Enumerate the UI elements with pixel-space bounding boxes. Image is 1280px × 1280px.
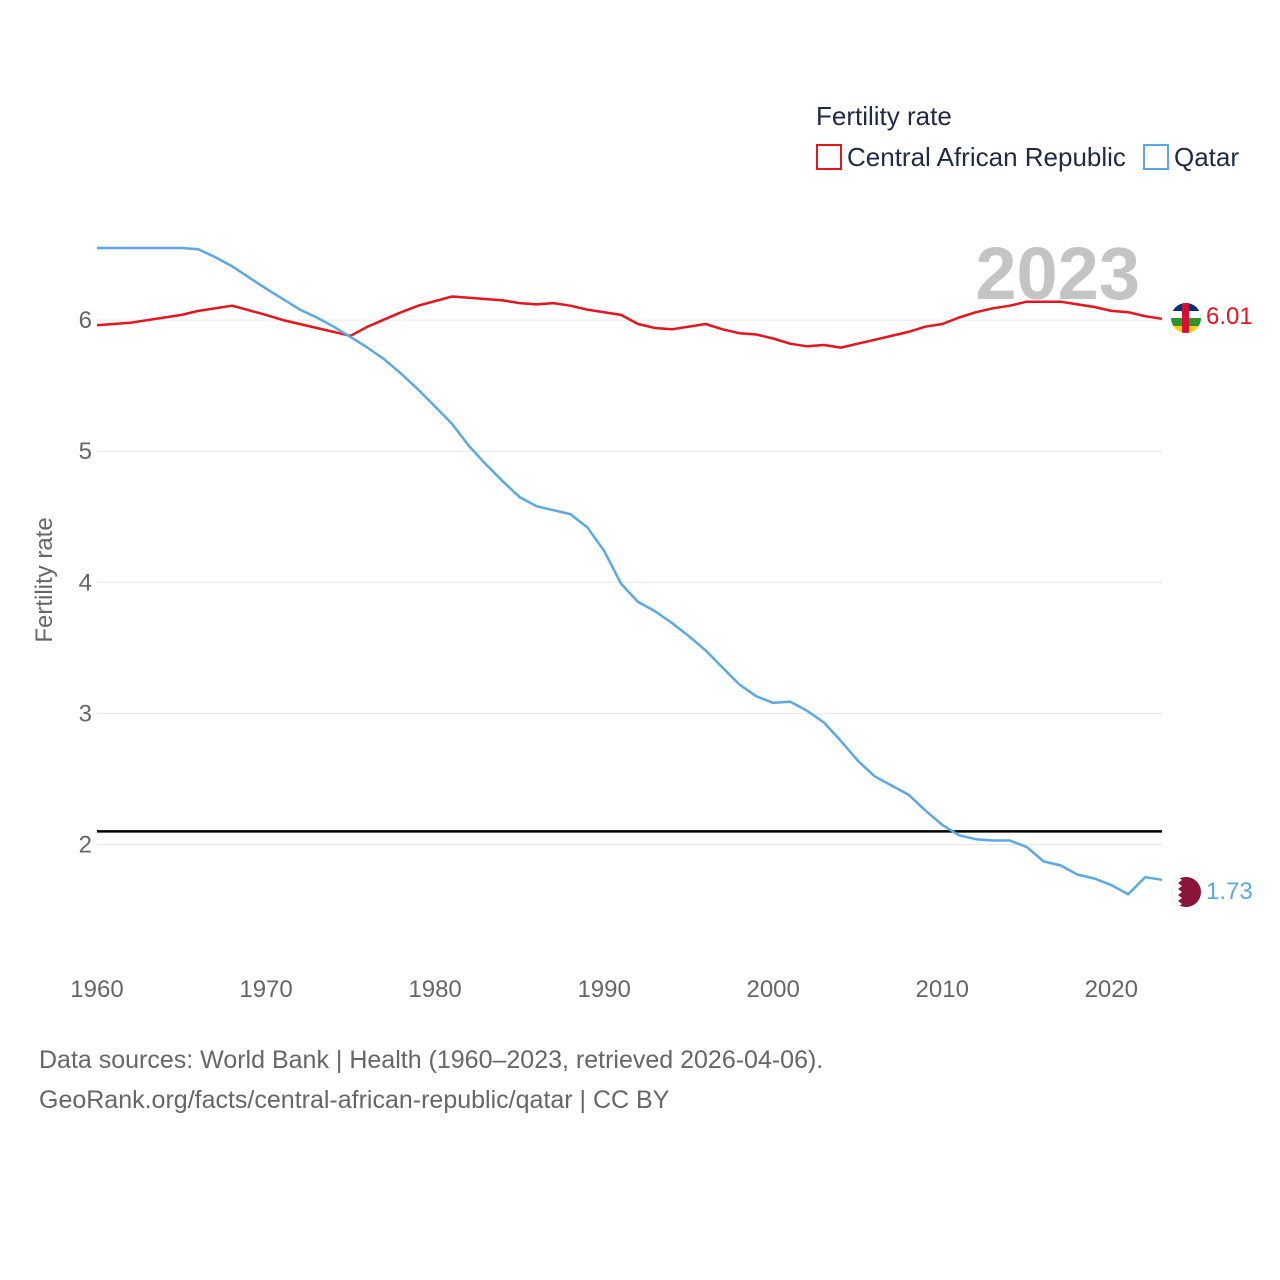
y-tick-label: 4 (79, 569, 92, 596)
flag-qatar-icon (1171, 877, 1201, 907)
x-tick-label: 1990 (577, 976, 630, 1003)
series-line-central-african-republic[interactable] (96, 295, 1163, 349)
flag-central-african-republic-icon (1171, 303, 1201, 333)
footer: Data sources: World Bank | Health (1960–… (39, 1040, 823, 1120)
y-axis-ticks: 2 3 4 5 6 (79, 307, 92, 858)
end-label-central-african-republic: 6.01 (1206, 303, 1253, 330)
y-tick-label: 5 (79, 438, 92, 465)
footer-sources: Data sources: World Bank | Health (1960–… (39, 1046, 824, 1074)
legend[interactable]: Fertility rate Central African Republic … (816, 101, 1239, 172)
x-tick-label: 2000 (746, 976, 799, 1003)
series-line-qatar[interactable] (97, 246, 1163, 896)
y-tick-label: 2 (79, 831, 92, 858)
legend-title: Fertility rate (816, 101, 952, 131)
legend-swatch-central-african-republic[interactable] (816, 144, 842, 170)
x-axis-ticks: 1960 1970 1980 1990 2000 2010 2020 (70, 976, 1138, 1003)
y-tick-label: 6 (79, 307, 92, 334)
y-tick-label: 3 (79, 700, 92, 727)
x-tick-label: 2010 (916, 976, 969, 1003)
x-tick-label: 1970 (239, 976, 292, 1003)
grid-lines (97, 319, 1162, 845)
end-label-qatar: 1.73 (1206, 878, 1253, 905)
x-tick-label: 2020 (1085, 976, 1138, 1003)
series-layer (96, 246, 1163, 896)
x-tick-label: 1980 (408, 976, 461, 1003)
legend-label-qatar[interactable]: Qatar (1174, 142, 1239, 172)
footer-link[interactable]: GeoRank.org/facts/central-african-republ… (39, 1086, 670, 1114)
legend-label-central-african-republic[interactable]: Central African Republic (847, 142, 1126, 172)
y-axis-title: Fertility rate (31, 517, 58, 642)
fertility-rate-chart: 2 3 4 5 6 1960 1970 1980 1990 2000 2010 2020 Ferti… (31, 101, 1253, 1003)
x-tick-label: 1960 (70, 976, 123, 1003)
legend-swatch-qatar[interactable] (1143, 144, 1169, 170)
